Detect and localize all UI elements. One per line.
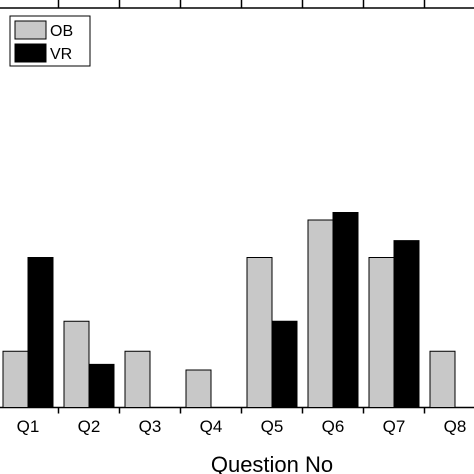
bar-vr-q7 [393,240,420,408]
bar-ob-q5 [246,257,273,408]
bar-ob-q4 [185,369,212,408]
x-tick-label-q4: Q4 [200,417,223,436]
x-tick-label-q7: Q7 [383,417,406,436]
bar-ob-q1 [2,350,29,408]
x-tick-label-q2: Q2 [78,417,101,436]
bar-vr-q2 [88,363,115,408]
bar-vr-q1 [27,257,54,408]
x-axis-title: Question No [211,452,333,474]
bar-ob-q8 [429,350,456,408]
legend-label-ob: OB [50,23,73,40]
x-tick-label-q1: Q1 [17,417,40,436]
legend-swatch-ob [14,20,47,40]
legend-label-vr: VR [50,46,72,63]
bar-vr-q6 [332,212,359,408]
x-tick-label-q5: Q5 [261,417,284,436]
legend-swatch-vr [14,43,47,63]
bar-ob-q2 [63,320,90,408]
bar-ob-q3 [124,350,151,408]
top-axis-ticks [57,0,426,8]
bar-vr-q5 [271,320,298,408]
x-tick-label-q3: Q3 [139,417,162,436]
bars-group [2,212,456,408]
x-axis-ticks [57,407,426,414]
bar-ob-q6 [307,219,334,408]
x-tick-labels: Q1 Q2 Q3 Q4 Q5 Q6 Q7 Q8 [17,417,467,436]
bar-ob-q7 [368,257,395,408]
x-tick-label-q8: Q8 [444,417,467,436]
x-tick-label-q6: Q6 [322,417,345,436]
legend: OB VR [9,15,91,67]
